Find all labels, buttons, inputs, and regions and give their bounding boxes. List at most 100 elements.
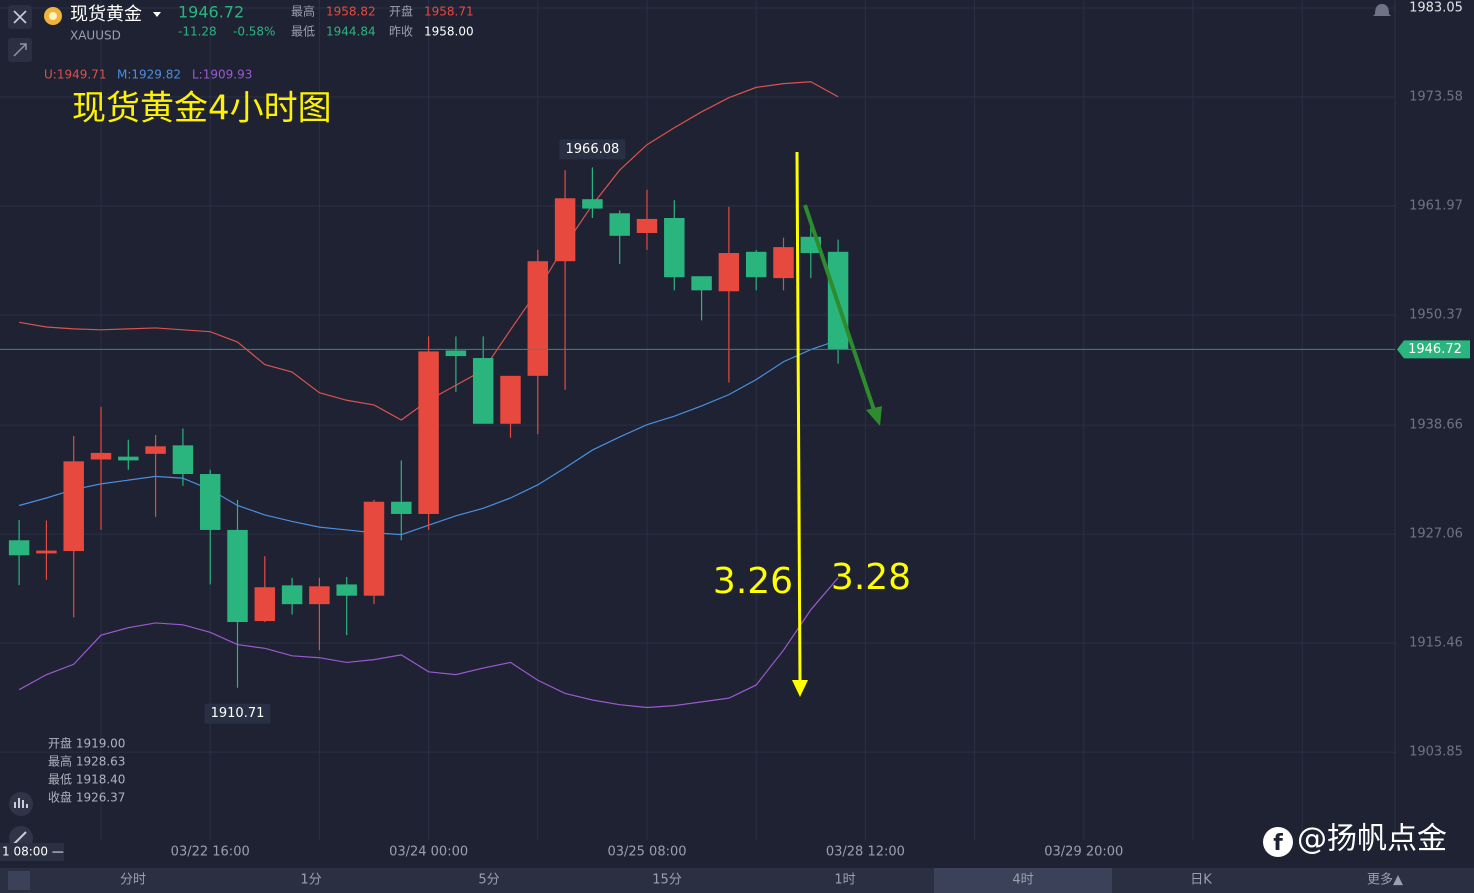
- candle-body: [500, 375, 521, 424]
- high-value: 1958.82: [326, 5, 376, 19]
- candle-body: [336, 584, 357, 596]
- tab-bar: 分时 1分 5分 15分 1时 4时 日K 更多▲: [0, 868, 1474, 893]
- annotation: 3.26: [713, 561, 793, 602]
- timeframe-tab[interactable]: 日K: [1190, 873, 1212, 888]
- y-tick-label: 1950.37: [1409, 308, 1463, 323]
- indicator-icon: [14, 798, 28, 808]
- header: 现货黄金 XAUUSD 1946.72 -11.28 -0.58% 最高 195…: [8, 3, 1391, 62]
- candle-body: [90, 452, 112, 460]
- change-percent: -0.58%: [233, 25, 275, 39]
- timeframe-tab[interactable]: 1分: [300, 873, 321, 888]
- high-label: 最高: [291, 4, 315, 19]
- tab-selected-bg: [934, 868, 1112, 893]
- x-tick-label: 03/24 00:00: [389, 845, 468, 860]
- ohlc-row: 收盘 1926.37: [48, 790, 125, 805]
- ohlc-row: 最低 1918.40: [48, 773, 125, 787]
- y-tick-label: 1915.46: [1409, 636, 1463, 651]
- candle-body: [418, 351, 439, 514]
- candle-body: [582, 199, 603, 209]
- prev-close-label: 昨收: [389, 25, 413, 39]
- watermark-logo-letter: f: [1273, 831, 1283, 856]
- candle-body: [773, 247, 794, 279]
- open-value: 1958.71: [424, 5, 474, 19]
- candle-body: [172, 445, 194, 475]
- extreme-label: 1966.08: [566, 142, 620, 157]
- candle-body: [527, 261, 549, 376]
- price-tag: 1946.72: [1408, 342, 1462, 357]
- instrument-name[interactable]: 现货黄金: [70, 4, 142, 25]
- low-value: 1944.84: [326, 25, 376, 39]
- gold-icon-inner: [49, 12, 57, 20]
- candle-body: [363, 501, 385, 596]
- change: -11.28: [178, 25, 217, 39]
- annotations: 3.26 3.28: [713, 151, 911, 697]
- price: 1946.72: [178, 3, 244, 22]
- x-tick-label: 03/29 20:00: [1044, 845, 1123, 860]
- candle-body: [309, 586, 330, 605]
- candle-body: [145, 446, 166, 454]
- candle-body: [281, 585, 303, 605]
- legend-entry: M:1929.82: [117, 68, 181, 82]
- alert-bell[interactable]: [1373, 4, 1391, 16]
- candle-body: [36, 550, 57, 554]
- y-tick-label: 1927.06: [1409, 527, 1463, 542]
- x-tick-label: 03/28 12:00: [826, 845, 905, 860]
- extreme-label: 1910.71: [211, 706, 265, 721]
- symbol: XAUUSD: [70, 29, 121, 43]
- annotation: 3.28: [831, 557, 911, 598]
- x-tick-label: 03/25 08:00: [607, 845, 686, 860]
- timeframe-tab[interactable]: 1时: [834, 873, 855, 888]
- candle-body: [8, 540, 30, 556]
- candle-body: [609, 213, 630, 236]
- candle-body: [691, 276, 712, 291]
- tab-bar-bg: [0, 868, 1474, 893]
- timeframe-tab[interactable]: 5分: [478, 873, 499, 888]
- yellow-arrow: [795, 151, 802, 683]
- legend-entry: L:1909.93: [192, 68, 252, 82]
- crosshair-time-bg: [0, 843, 64, 861]
- timeframe-tab[interactable]: 4时: [1012, 873, 1033, 888]
- prev-close-value: 1958.00: [424, 25, 474, 39]
- tab-menu-button[interactable]: [8, 871, 30, 890]
- green-arrow: [803, 204, 876, 411]
- indicator-button[interactable]: [9, 792, 33, 816]
- extreme-label-bg: [204, 703, 271, 724]
- candle-body: [118, 456, 139, 461]
- y-tick-label: 1983.05: [1409, 0, 1463, 15]
- extreme-label-bg: [559, 139, 626, 160]
- legend-entry: U:1949.71: [44, 68, 106, 82]
- draw-icon: [13, 831, 27, 845]
- candle-body: [745, 251, 767, 278]
- candle-body: [227, 529, 248, 623]
- close-icon: [13, 10, 27, 24]
- dropdown-caret[interactable]: [153, 12, 161, 17]
- green-arrow-head: [866, 406, 882, 426]
- y-tick-label: 1961.97: [1409, 199, 1463, 214]
- y-tick-label: 1938.66: [1409, 418, 1463, 433]
- timeframe-tab[interactable]: 15分: [652, 873, 682, 888]
- x-tick-label: 03/22 16:00: [171, 845, 250, 860]
- crosshair-time: 1 08:00 —: [2, 845, 64, 859]
- watermark: @扬帆点金: [1297, 822, 1447, 857]
- candle-body: [472, 357, 494, 424]
- low-label: 最低: [291, 25, 315, 39]
- candle-body: [664, 217, 685, 278]
- candle-body: [63, 461, 84, 552]
- y-tick-label: 1973.58: [1409, 89, 1463, 104]
- band-line: [18, 577, 839, 709]
- candle-body: [254, 587, 276, 622]
- pin-icon: [13, 43, 27, 57]
- ohlc-row: 开盘 1919.00: [48, 736, 125, 751]
- timeframe-tab[interactable]: 分时: [120, 873, 146, 888]
- candle-body: [718, 253, 740, 292]
- chart-title: 现货黄金4小时图: [72, 89, 332, 129]
- candle-body: [391, 501, 412, 514]
- candle-body: [554, 198, 576, 262]
- ohlc-row: 最高 1928.63: [48, 754, 125, 769]
- price-tag-bg: [1397, 340, 1470, 359]
- timeframe-tab[interactable]: 更多▲: [1367, 872, 1403, 888]
- y-tick-label: 1903.85: [1409, 745, 1463, 760]
